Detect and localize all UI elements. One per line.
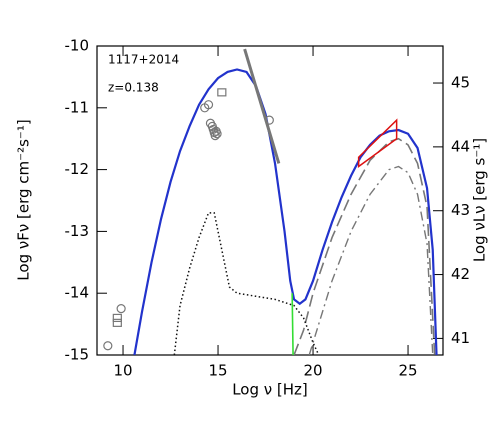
y-tick-label: -11 <box>65 98 90 116</box>
y-tick-label: -13 <box>65 222 90 240</box>
series-line <box>173 212 320 355</box>
data-point <box>264 115 274 125</box>
annotation: z=0.138 <box>108 81 159 95</box>
y-tick-label: -14 <box>65 284 90 302</box>
series-line <box>291 293 294 355</box>
y-tick-label: -15 <box>65 346 90 364</box>
data-point <box>103 341 113 351</box>
y2-tick-label: 44 <box>451 137 470 155</box>
annotation: 1117+2014 <box>108 53 179 67</box>
y-tick-label: -12 <box>65 160 90 178</box>
data-point <box>217 88 227 97</box>
data-point <box>112 318 122 327</box>
x-tick-label: 15 <box>208 362 227 380</box>
y2-tick-label: 43 <box>451 201 470 219</box>
plot-frame <box>96 45 444 356</box>
bowtie <box>357 118 398 168</box>
y2-axis-label: Log νLν [erg s⁻¹] <box>471 138 489 262</box>
y2-tick-label: 41 <box>451 329 470 347</box>
plot-area <box>103 48 438 355</box>
x-axis-label: Log ν [Hz] <box>232 381 308 399</box>
y-tick-label: -10 <box>65 37 90 55</box>
series-line <box>308 165 434 355</box>
data-point <box>112 313 122 323</box>
data-point <box>210 131 220 141</box>
y2-tick-label: 42 <box>451 265 470 283</box>
data-point <box>212 129 222 139</box>
x-tick-label: 25 <box>398 362 417 380</box>
y-axis-label: Log νFν [erg cm⁻²s⁻¹] <box>15 119 33 280</box>
x-tick-label: 10 <box>113 362 132 380</box>
x-tick-label: 20 <box>303 362 322 380</box>
series-line <box>133 68 438 355</box>
series-line <box>293 137 436 355</box>
y2-tick-label: 45 <box>451 74 470 92</box>
data-point <box>116 304 126 314</box>
series-line <box>243 48 281 164</box>
data-point <box>203 100 214 110</box>
